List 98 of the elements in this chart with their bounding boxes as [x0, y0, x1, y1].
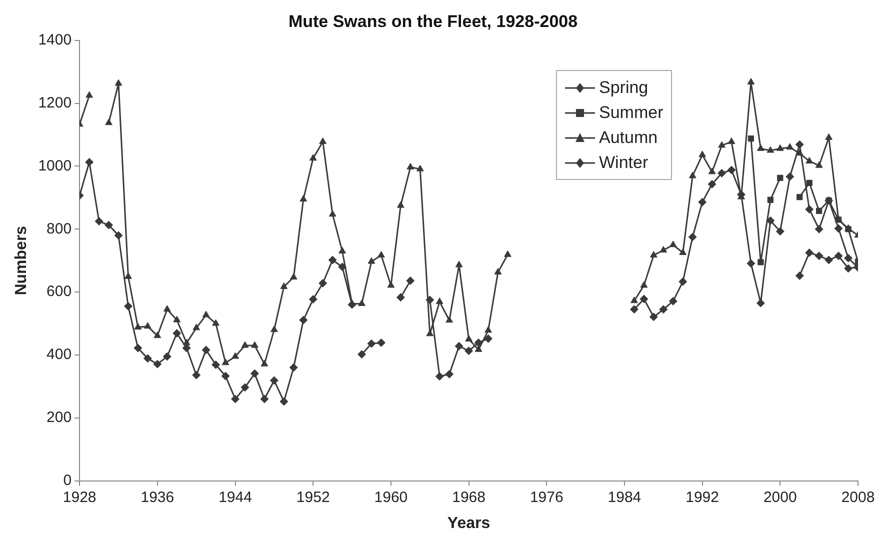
point: [202, 346, 210, 354]
point: [435, 372, 444, 381]
point: [816, 208, 822, 214]
point: [328, 256, 337, 264]
point: [795, 140, 804, 149]
point: [212, 360, 220, 369]
point: [94, 217, 104, 226]
point: [746, 259, 756, 268]
point: [124, 302, 132, 310]
point: [221, 372, 230, 380]
point: [406, 276, 415, 285]
point: [659, 305, 668, 314]
point: [698, 198, 707, 206]
point: [231, 394, 240, 404]
point: [445, 370, 454, 378]
y-tick-label: 800: [46, 220, 72, 238]
point: [766, 216, 775, 225]
x-tick-label: 1944: [218, 488, 252, 506]
x-tick-label: 1928: [62, 488, 96, 506]
point: [834, 252, 843, 260]
point: [727, 166, 736, 174]
x-tick-label: 1952: [296, 488, 330, 506]
point: [299, 316, 308, 324]
point: [153, 360, 162, 368]
point: [844, 254, 853, 262]
y-tick-label: 1000: [38, 157, 72, 174]
point: [308, 295, 318, 304]
point: [834, 224, 843, 233]
point: [134, 344, 142, 352]
point: [805, 205, 814, 214]
point: [192, 370, 201, 380]
point: [114, 231, 123, 240]
point: [826, 197, 832, 204]
point: [240, 383, 250, 392]
x-tick-label: 1984: [608, 488, 642, 506]
point: [776, 227, 784, 236]
y-tick-label: 1400: [38, 32, 72, 49]
point: [484, 334, 492, 343]
point: [795, 271, 804, 280]
point: [358, 350, 366, 359]
point: [280, 397, 288, 406]
x-tick-label: 2000: [763, 488, 797, 506]
point: [786, 172, 794, 181]
point: [814, 224, 824, 234]
point: [338, 262, 347, 272]
x-axis-title: Years: [447, 514, 490, 532]
legend-label: Summer: [599, 102, 664, 124]
point: [454, 342, 464, 350]
y-tick-label: 0: [63, 472, 72, 489]
point: [376, 338, 386, 347]
point: [767, 196, 774, 203]
point: [668, 296, 678, 306]
point: [270, 376, 278, 385]
point: [758, 259, 764, 266]
point: [824, 256, 834, 264]
x-tick-label: 1936: [140, 488, 174, 506]
x-tick-label: 2008: [841, 488, 875, 506]
legend-label: Spring: [599, 77, 648, 99]
point: [708, 180, 716, 188]
point: [318, 279, 328, 288]
point: [678, 277, 688, 286]
point: [688, 232, 697, 242]
y-tick-label: 1200: [38, 94, 72, 112]
point: [806, 180, 812, 186]
point: [104, 220, 114, 230]
point: [796, 194, 803, 200]
point: [756, 298, 765, 308]
y-tick-label: 200: [46, 409, 72, 426]
point: [85, 158, 94, 166]
y-tick-label: 600: [46, 283, 72, 300]
y-tick-label: 400: [46, 346, 72, 364]
point: [250, 369, 259, 378]
point: [630, 305, 638, 314]
point: [260, 394, 269, 404]
point: [464, 346, 474, 356]
chart-title: Mute Swans on the Fleet, 1928-2008: [288, 12, 578, 31]
point: [649, 312, 658, 322]
point: [640, 294, 648, 304]
point: [844, 264, 853, 273]
point: [396, 293, 405, 302]
point: [289, 363, 298, 372]
y-axis-title: Numbers: [13, 226, 30, 296]
point: [814, 252, 824, 260]
legend-label: Winter: [599, 152, 648, 174]
x-tick-label: 1992: [686, 488, 719, 506]
legend-label: Autumn: [599, 127, 658, 149]
x-tick-label: 1968: [452, 488, 486, 506]
point: [172, 329, 182, 338]
x-tick-label: 1960: [374, 488, 408, 506]
x-tick-label: 1976: [530, 488, 564, 506]
point: [474, 338, 483, 347]
point: [143, 354, 152, 363]
point: [748, 135, 754, 142]
point: [367, 339, 376, 348]
point: [777, 174, 784, 181]
point: [718, 168, 726, 178]
point: [805, 248, 814, 257]
point: [162, 352, 172, 361]
